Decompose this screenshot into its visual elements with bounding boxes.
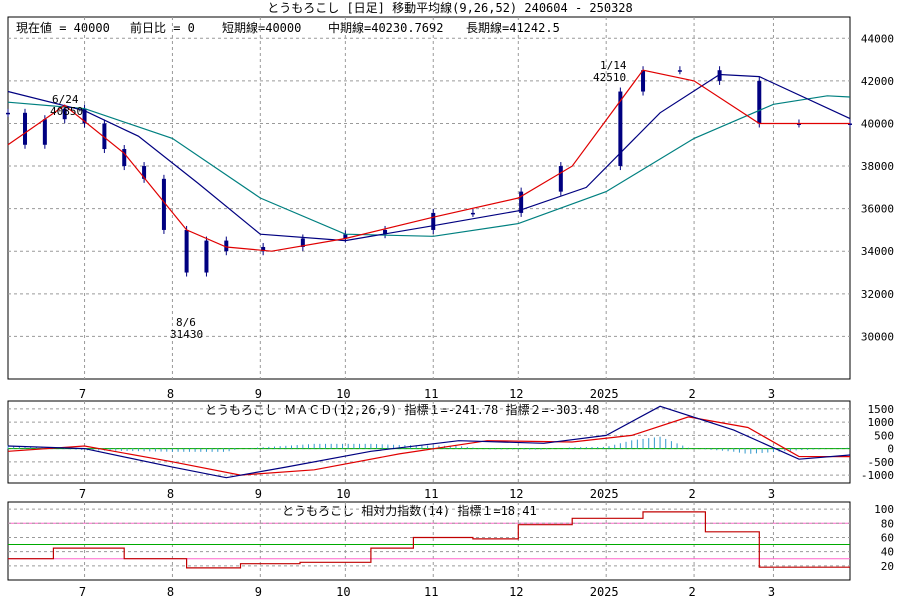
candle-body <box>42 119 47 145</box>
macd-signal-line <box>7 416 851 476</box>
y-tick-label: 500 <box>874 429 894 442</box>
x-tick-label: 2 <box>688 487 695 501</box>
x-tick-label: 8 <box>167 487 174 501</box>
info-current: 現在値 = 40000 <box>16 20 110 35</box>
candle-body <box>6 112 10 115</box>
info-change: 前日比 = 0 <box>130 20 195 35</box>
x-tick-label: 7 <box>79 487 86 501</box>
x-tick-label: 2025 <box>590 585 619 599</box>
x-tick-label: 11 <box>424 487 438 501</box>
candle-body <box>757 80 762 124</box>
candle-body <box>204 240 209 273</box>
x-tick-label: 8 <box>167 585 174 599</box>
x-tick-label: 8 <box>167 387 174 401</box>
x-tick-label: 3 <box>768 585 775 599</box>
candle-body <box>848 123 852 125</box>
candle-body <box>431 212 436 230</box>
candle-body <box>184 229 189 273</box>
candle-body <box>161 178 166 230</box>
x-tick-label: 11 <box>424 387 438 401</box>
x-tick-label: 10 <box>336 487 350 501</box>
y-tick-label: 42000 <box>861 75 894 88</box>
x-tick-label: 11 <box>424 585 438 599</box>
y-tick-label: 60 <box>881 531 894 544</box>
candle-body <box>102 123 107 150</box>
candle-body <box>558 166 563 192</box>
candle-body <box>62 108 67 120</box>
y-tick-label: -1000 <box>861 469 894 482</box>
candle-body <box>796 123 801 125</box>
y-tick-label: 100 <box>874 503 894 516</box>
x-tick-label: 2 <box>688 585 695 599</box>
x-tick-label: 12 <box>509 387 523 401</box>
x-tick-label: 2025 <box>590 387 619 401</box>
y-tick-label: 40 <box>881 546 894 559</box>
rsi-line <box>8 511 850 569</box>
annotation-a2-date: 8/6 <box>176 316 196 329</box>
candle-body <box>23 112 28 145</box>
candle-body <box>261 246 266 252</box>
y-tick-label: 20 <box>881 560 894 573</box>
y-tick-label: 1500 <box>868 403 895 416</box>
info-mid: 中期線=40230.7692 <box>328 20 443 35</box>
annotation-a1-date: 6/24 <box>52 93 79 106</box>
candle-body <box>300 238 305 247</box>
x-tick-label: 2025 <box>590 487 619 501</box>
annotation-a2-value: 31430 <box>170 328 203 341</box>
x-tick-label: 3 <box>768 387 775 401</box>
macd-line <box>7 405 851 479</box>
info-long: 長期線=41242.5 <box>466 20 560 35</box>
annotation-a1-value: 40850 <box>50 105 83 118</box>
y-tick-label: 30000 <box>861 330 894 343</box>
y-tick-label: 36000 <box>861 203 894 216</box>
x-tick-label: 3 <box>768 487 775 501</box>
y-tick-label: -500 <box>868 456 895 469</box>
candle-body <box>470 212 475 215</box>
price-panel: 現在値 = 40000 前日比 = 0 短期線=40000 中期線=40230.… <box>6 16 894 380</box>
x-tick-label: 7 <box>79 387 86 401</box>
y-tick-label: 32000 <box>861 288 894 301</box>
x-tick-label: 7 <box>79 585 86 599</box>
y-tick-label: 80 <box>881 517 894 530</box>
x-tick-label: 12 <box>509 487 523 501</box>
candle-body <box>122 149 127 167</box>
y-tick-label: 1000 <box>868 416 895 429</box>
candle-body <box>717 70 722 81</box>
y-tick-label: 38000 <box>861 160 894 173</box>
candle-body <box>224 240 229 252</box>
x-tick-label: 2 <box>688 387 695 401</box>
candle-body <box>82 108 87 124</box>
ma-short-line <box>7 69 850 252</box>
y-tick-label: 0 <box>887 443 894 456</box>
y-tick-label: 44000 <box>861 32 894 45</box>
macd-title: とうもろこし ＭＡＣＤ(12,26,9) 指標１=-241.78 指標２=-30… <box>205 402 599 417</box>
annotation-a3-date: 1/14 <box>600 59 627 72</box>
x-tick-label: 9 <box>255 487 262 501</box>
y-tick-label: 40000 <box>861 117 894 130</box>
candle-body <box>343 234 348 239</box>
ma-long-line <box>7 95 851 237</box>
chart-title: とうもろこし [日足] 移動平均線(9,26,52) 240604 - 2503… <box>267 0 633 15</box>
candle-body <box>519 191 524 213</box>
y-tick-label: 34000 <box>861 245 894 258</box>
x-tick-label: 10 <box>336 585 350 599</box>
candle-body <box>618 91 623 167</box>
candle-body <box>641 70 646 92</box>
candle-body <box>677 70 682 72</box>
x-tick-label: 12 <box>509 585 523 599</box>
x-tick-label: 9 <box>255 387 262 401</box>
info-short: 短期線=40000 <box>222 20 301 35</box>
macd-panel: とうもろこし ＭＡＣＤ(12,26,9) 指標１=-241.78 指標２=-30… <box>7 400 895 484</box>
x-tick-label: 10 <box>336 387 350 401</box>
ma-mid-line <box>7 73 851 242</box>
annotation-a3-value: 42510 <box>593 71 626 84</box>
candle-body <box>142 166 147 179</box>
candle-body <box>383 229 388 235</box>
x-tick-label: 9 <box>255 585 262 599</box>
rsi-title: とうもろこし 相対力指数(14) 指標１=18.41 <box>282 503 537 518</box>
